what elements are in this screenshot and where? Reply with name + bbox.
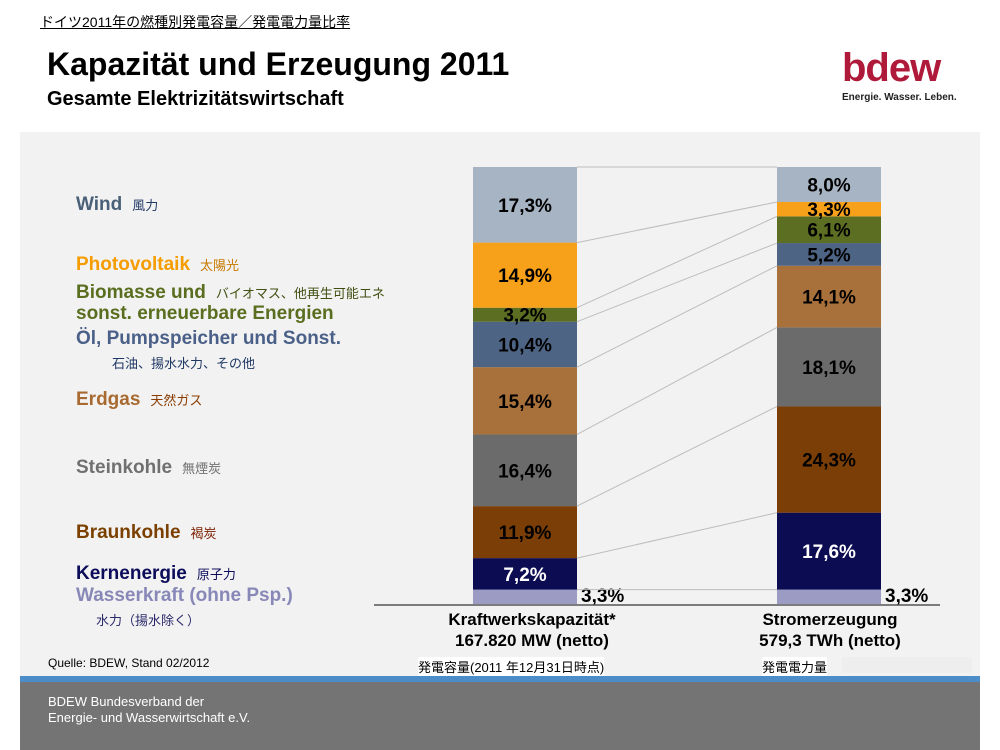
legend-jp-wasserkraft: 水力（揚水除く） bbox=[96, 613, 201, 628]
legend-label-wasserkraft: Wasserkraft (ohne Psp.) bbox=[76, 585, 293, 606]
legend-label-biomasse: Biomasse und bbox=[76, 282, 206, 303]
stacked-bar-chart: 3,3% 7,2% 11,9% 16,4% 15,4% 10,4% 3,2% 14,9% 17,… bbox=[374, 166, 940, 607]
legend-steinkohle: Steinkohle 無煙炭 bbox=[76, 457, 221, 479]
footer-line1: BDEW Bundesverband der bbox=[48, 694, 205, 709]
data-label-capacity-wind: 17,3% bbox=[498, 196, 552, 217]
bar-capacity-wind bbox=[473, 167, 577, 243]
footer-text: BDEW Bundesverband der Energie- und Wass… bbox=[48, 694, 250, 726]
data-label-generation-braunkohle: 24,3% bbox=[802, 451, 856, 472]
legend-label-steinkohle: Steinkohle bbox=[76, 457, 173, 478]
caption-generation-line2: 579,3 TWh (netto) bbox=[759, 631, 901, 650]
data-label-generation-wasserkraft-ohne-psp: 3,3% bbox=[885, 586, 928, 607]
legend-label-braunkohle: Braunkohle bbox=[76, 522, 181, 543]
caption-capacity-jp: 発電容量(2011 年12月31日時点) bbox=[418, 657, 605, 676]
bar-generation-braunkohle bbox=[777, 406, 881, 513]
logo-tagline: Energie. Wasser. Leben. bbox=[842, 92, 957, 103]
caption-generation: Stromerzeugung 579,3 TWh (netto) bbox=[700, 609, 960, 651]
bar-generation-l-pumpspeicher-und-sonst bbox=[777, 243, 881, 266]
legend-jp-kernenergie: 原子力 bbox=[196, 567, 236, 582]
legend-biomasse-line2: sonst. erneuerbare Energien bbox=[76, 303, 334, 325]
connector-line bbox=[576, 406, 778, 507]
legend-jp-photovoltaik: 太陽光 bbox=[200, 258, 240, 273]
connector-line bbox=[576, 242, 778, 323]
bar-capacity-steinkohle bbox=[473, 434, 577, 507]
caption-generation-line1: Stromerzeugung bbox=[762, 610, 898, 629]
data-label-generation-erdgas: 14,1% bbox=[802, 288, 856, 309]
data-label-generation-l-pumpspeicher-und-sonst: 5,2% bbox=[807, 245, 850, 266]
legend-biomasse: Biomasse und バイオマス、他再生可能エネ bbox=[76, 282, 385, 304]
legend-braunkohle: Braunkohle 褐炭 bbox=[76, 522, 217, 544]
legend-label-biomasse-line2: sonst. erneuerbare Energien bbox=[76, 303, 334, 324]
footer-divider bbox=[20, 676, 980, 682]
caption-capacity-line2: 167.820 MW (netto) bbox=[455, 631, 609, 650]
data-label-generation-steinkohle: 18,1% bbox=[802, 358, 856, 379]
page-subtitle: Gesamte Elektrizitätswirtschaft bbox=[47, 88, 344, 110]
legend-label-wind: Wind bbox=[76, 194, 123, 215]
legend-jp-braunkohle: 褐炭 bbox=[190, 526, 217, 541]
data-label-capacity-erdgas: 15,4% bbox=[498, 392, 552, 413]
bar-generation-photovoltaik bbox=[777, 201, 881, 217]
connector-line bbox=[576, 326, 778, 435]
legend-oel: Öl, Pumpspeicher und Sonst. bbox=[76, 328, 341, 350]
data-label-capacity-biomasse-und-sonst-erneuerbare-energien: 3,2% bbox=[503, 306, 546, 327]
caption-capacity-line1: Kraftwerkskapazität* bbox=[448, 610, 616, 629]
caption-capacity: Kraftwerkskapazität* 167.820 MW (netto) bbox=[402, 609, 662, 651]
bar-capacity-l-pumpspeicher-und-sonst bbox=[473, 321, 577, 368]
legend-label-photovoltaik: Photovoltaik bbox=[76, 254, 191, 275]
legend-label-kernenergie: Kernenergie bbox=[76, 563, 187, 584]
bar-generation-biomasse-und-sonst-erneuerbare-energien bbox=[777, 216, 881, 244]
bdew-logo: bdew Energie. Wasser. Leben. bbox=[842, 48, 967, 103]
logo-word: bdew bbox=[842, 46, 941, 90]
blurred-area bbox=[842, 657, 972, 673]
legend-erdgas: Erdgas 天然ガス bbox=[76, 389, 202, 411]
bar-generation-kernenergie bbox=[777, 512, 881, 590]
footer-line2: Energie- und Wasserwirtschaft e.V. bbox=[48, 710, 251, 725]
footer: BDEW Bundesverband der Energie- und Wass… bbox=[20, 682, 980, 750]
bar-generation-wind bbox=[777, 167, 881, 202]
legend-jp-erdgas: 天然ガス bbox=[150, 393, 203, 408]
bar-capacity-photovoltaik bbox=[473, 242, 577, 308]
bar-capacity-braunkohle bbox=[473, 506, 577, 559]
data-label-generation-biomasse-und-sonst-erneuerbare-energien: 6,1% bbox=[807, 221, 850, 242]
chart-panel: 3,3% 7,2% 11,9% 16,4% 15,4% 10,4% 3,2% 14,9% 17,… bbox=[20, 132, 980, 680]
bar-generation-steinkohle bbox=[777, 327, 881, 407]
data-label-generation-kernenergie: 17,6% bbox=[802, 542, 856, 563]
source-note: Quelle: BDEW, Stand 02/2012 bbox=[48, 656, 210, 670]
bar-capacity-erdgas bbox=[473, 367, 577, 435]
legend-wind: Wind 風力 bbox=[76, 194, 158, 216]
data-label-capacity-photovoltaik: 14,9% bbox=[498, 266, 552, 287]
bar-capacity-biomasse-und-sonst-erneuerbare-energien bbox=[473, 307, 577, 322]
bar-capacity-kernenergie bbox=[473, 558, 577, 590]
data-label-generation-wind: 8,0% bbox=[807, 175, 850, 196]
legend-kernenergie: Kernenergie 原子力 bbox=[76, 563, 236, 585]
data-label-capacity-wasserkraft-ohne-psp: 3,3% bbox=[581, 586, 624, 607]
connector-line bbox=[576, 265, 778, 368]
bar-capacity-wasserkraft-ohne-psp bbox=[473, 589, 577, 604]
legend-photovoltaik: Photovoltaik 太陽光 bbox=[76, 254, 239, 276]
data-label-capacity-l-pumpspeicher-und-sonst: 10,4% bbox=[498, 335, 552, 356]
connector-line bbox=[576, 512, 778, 559]
legend-jp-steinkohle: 無煙炭 bbox=[182, 461, 222, 476]
legend-label-oel: Öl, Pumpspeicher und Sonst. bbox=[76, 328, 341, 349]
page-title: Kapazität und Erzeugung 2011 bbox=[47, 46, 510, 82]
bar-generation-erdgas bbox=[777, 265, 881, 328]
legend-wasserkraft: Wasserkraft (ohne Psp.) bbox=[76, 585, 293, 607]
bar-generation-wasserkraft-ohne-psp bbox=[777, 589, 881, 604]
data-label-capacity-braunkohle: 11,9% bbox=[499, 523, 552, 544]
data-label-capacity-steinkohle: 16,4% bbox=[498, 461, 552, 482]
data-label-capacity-kernenergie: 7,2% bbox=[503, 565, 546, 586]
data-label-generation-photovoltaik: 3,3% bbox=[807, 200, 850, 221]
japanese-header-title: ドイツ2011年の燃種別発電容量／発電電力量比率 bbox=[40, 14, 351, 30]
caption-generation-jp: 発電電力量 bbox=[762, 657, 828, 676]
legend-jp-wind: 風力 bbox=[132, 198, 159, 213]
legend-jp-oel: 石油、揚水水力、その他 bbox=[112, 356, 256, 371]
connector-line bbox=[576, 201, 778, 244]
legend-jp-biomasse: バイオマス、他再生可能エネ bbox=[215, 286, 385, 301]
legend-label-erdgas: Erdgas bbox=[76, 389, 141, 410]
connector-line bbox=[576, 215, 778, 309]
